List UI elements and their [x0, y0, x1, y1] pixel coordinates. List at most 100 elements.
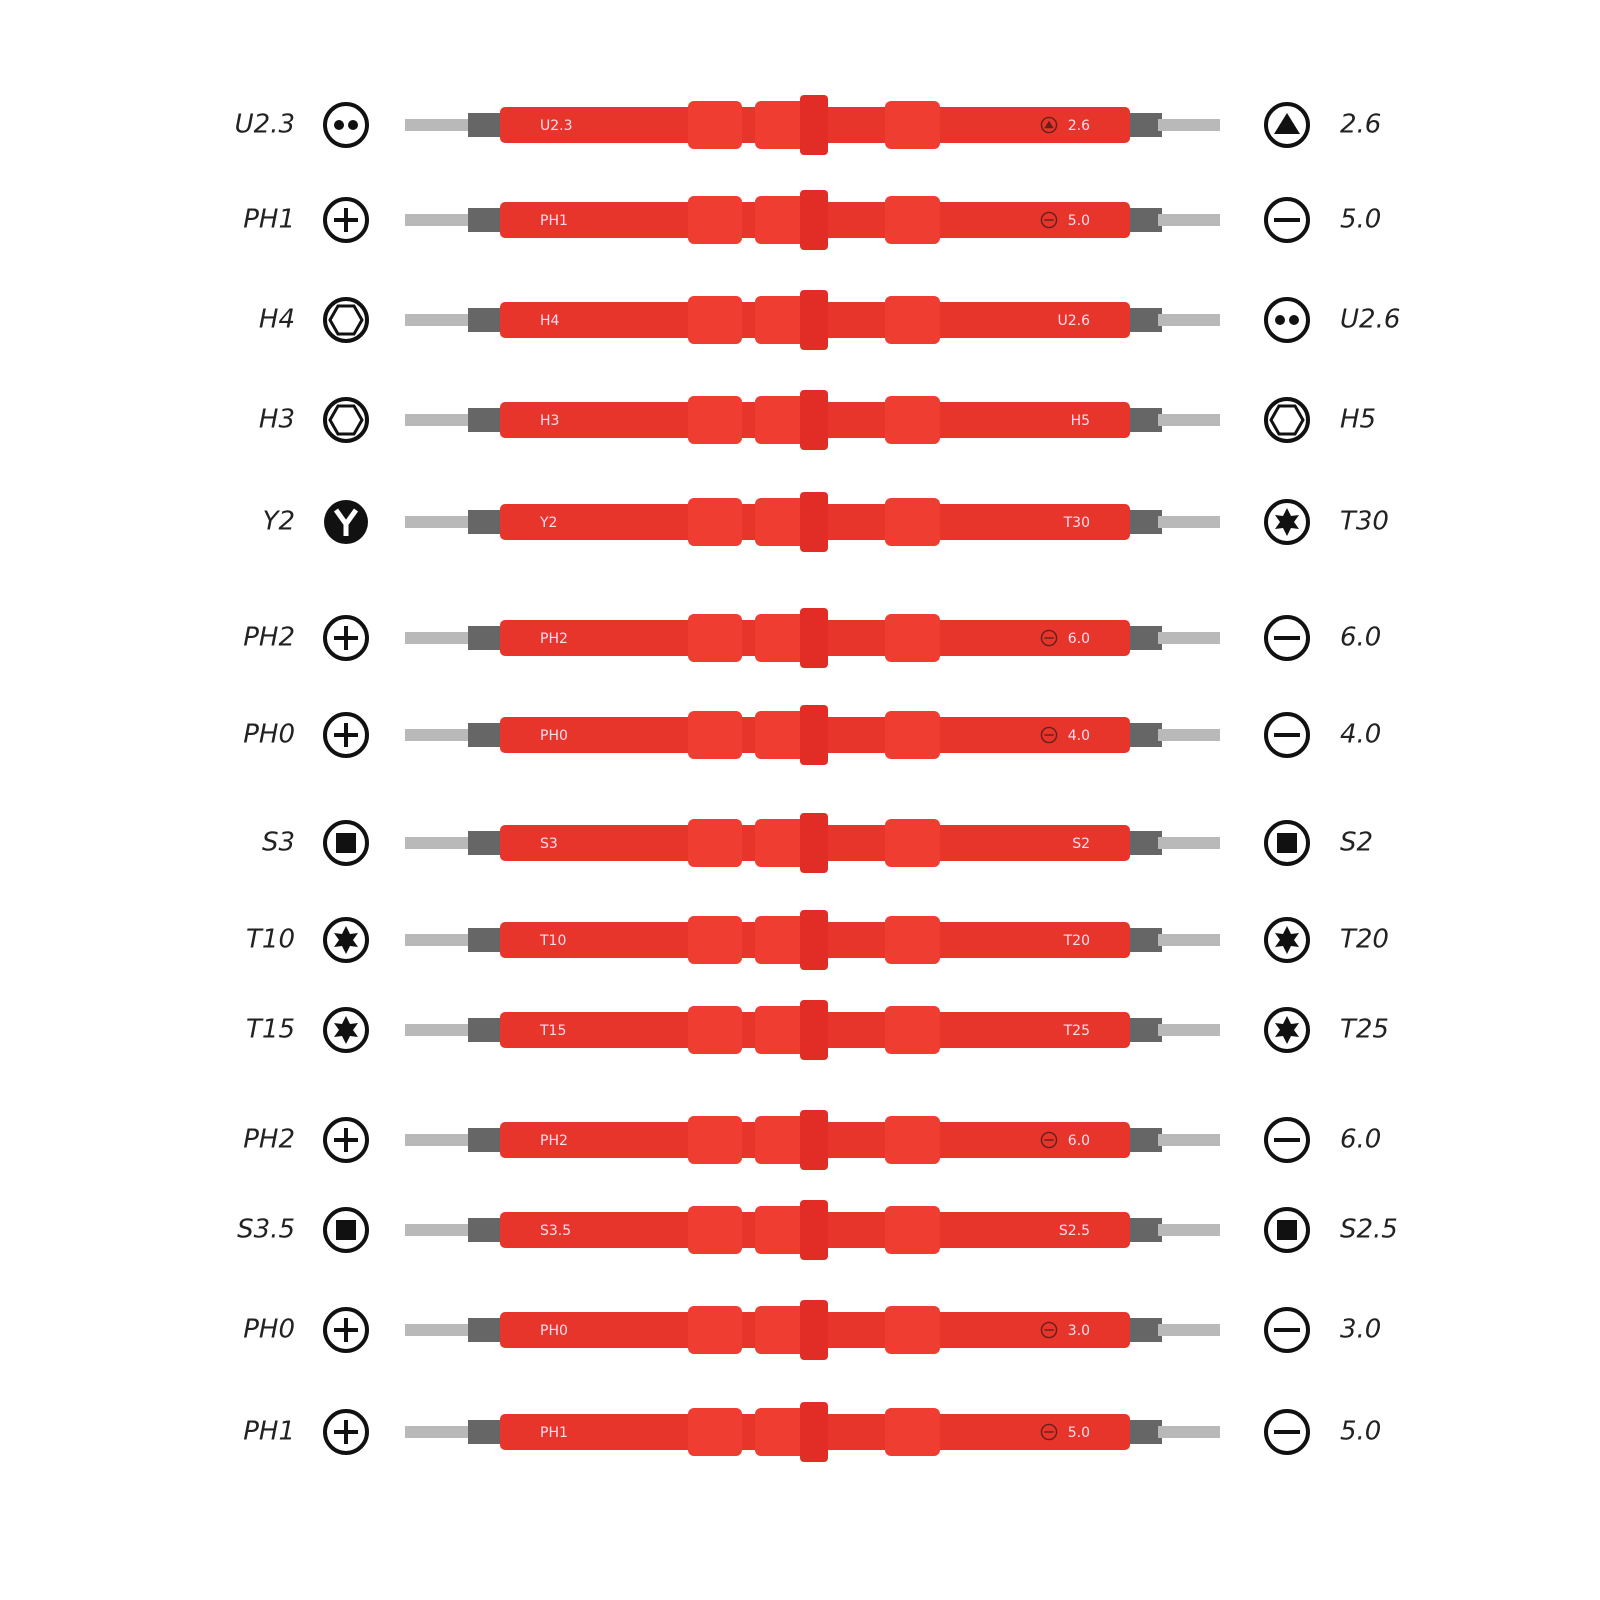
bit-right-text: T30 [1063, 515, 1090, 531]
bit-collar [688, 614, 742, 662]
bit-collar [885, 1116, 940, 1164]
right-icon [1264, 1007, 1310, 1053]
bit-row: PH1 PH1 5.0 5.0 [243, 190, 1381, 250]
left-label: S3.5 [237, 1215, 295, 1245]
bit-row: PH0 PH0 4.0 4.0 [243, 705, 1381, 765]
right-tip [1158, 729, 1220, 741]
left-icon [323, 297, 369, 343]
left-label: T15 [246, 1015, 295, 1045]
right-icon [1264, 615, 1310, 661]
bit-collar [885, 296, 940, 344]
bit-left-text: PH0 [540, 728, 568, 744]
left-label: Y2 [263, 507, 295, 537]
left-tip [405, 314, 475, 326]
left-label: PH1 [243, 1417, 295, 1447]
left-icon [323, 1007, 369, 1053]
bit: U2.3 2.6 [405, 95, 1220, 155]
bit-row: T10 T10 T20 T20 [246, 910, 1389, 970]
bit: S3 S2 [405, 813, 1220, 873]
bit-left-text: Y2 [539, 515, 557, 531]
right-tip [1158, 632, 1220, 644]
right-label: 5.0 [1340, 205, 1381, 235]
bit-collar [688, 1006, 742, 1054]
bit-left-text: PH2 [540, 631, 568, 647]
right-label: T30 [1340, 507, 1389, 537]
right-icon [1264, 297, 1310, 343]
bit-row: U2.3 U2.3 2.6 2.6 [235, 95, 1381, 155]
left-label: PH0 [243, 1315, 295, 1345]
right-tip [1158, 314, 1220, 326]
bit-row: PH1 PH1 5.0 5.0 [243, 1402, 1381, 1462]
bit-row: H3 H3 H5 H5 [259, 390, 1376, 450]
bit-right-text: T20 [1063, 933, 1090, 949]
bit: PH2 6.0 [405, 1110, 1220, 1170]
bit-center [800, 1402, 828, 1462]
bit-center [800, 813, 828, 873]
right-tip [1158, 214, 1220, 226]
bit-center [800, 290, 828, 350]
bit-right-text: 6.0 [1068, 631, 1090, 647]
left-tip [405, 729, 475, 741]
bit-center [800, 95, 828, 155]
bit-left-text: PH1 [540, 213, 568, 229]
bit-center [800, 190, 828, 250]
bit-collar [688, 498, 742, 546]
bit-collar [688, 1206, 742, 1254]
right-icon [1264, 1307, 1310, 1353]
left-tip [405, 1024, 475, 1036]
bit-center [800, 910, 828, 970]
bit-collar [885, 196, 940, 244]
left-icon [323, 1117, 369, 1163]
right-icon [1264, 712, 1310, 758]
bit-left-text: H4 [540, 313, 560, 329]
bit-left-text: H3 [540, 413, 559, 429]
bit-collar [688, 196, 742, 244]
bit-right-text: U2.6 [1057, 313, 1090, 329]
bit-center [800, 1200, 828, 1260]
bit-collar [885, 819, 940, 867]
left-label: T10 [246, 925, 295, 955]
bit: S3.5 S2.5 [405, 1200, 1220, 1260]
right-tip [1158, 414, 1220, 426]
bit-collar [885, 396, 940, 444]
bit-collar [688, 1408, 742, 1456]
bit-row: Y2 Y2 T30 T30 [263, 492, 1389, 552]
right-label: 5.0 [1340, 1417, 1381, 1447]
bit-row: S3.5 S3.5 S2.5 S2.5 [237, 1200, 1398, 1260]
right-label: S2 [1340, 828, 1373, 858]
bit-collar [885, 711, 940, 759]
left-tip [405, 214, 475, 226]
bit-row: PH0 PH0 3.0 3.0 [243, 1300, 1381, 1360]
bit-right-text: 5.0 [1068, 1425, 1090, 1441]
right-tip [1158, 1324, 1220, 1336]
left-tip [405, 1324, 475, 1336]
bit: PH2 6.0 [405, 608, 1220, 668]
bit-right-text: 6.0 [1068, 1133, 1090, 1149]
bit-right-text: 5.0 [1068, 213, 1090, 229]
bit-collar [688, 711, 742, 759]
bit-left-text: PH0 [540, 1323, 568, 1339]
bit: H3 H5 [405, 390, 1220, 450]
left-tip [405, 934, 475, 946]
bit: PH0 3.0 [405, 1300, 1220, 1360]
left-tip [405, 632, 475, 644]
bit-row: S3 S3 S2 S2 [262, 813, 1373, 873]
right-tip [1158, 1134, 1220, 1146]
bit-center [800, 608, 828, 668]
left-tip [405, 1426, 475, 1438]
right-label: H5 [1340, 405, 1376, 435]
bit-center [800, 390, 828, 450]
left-label: PH2 [243, 1125, 295, 1155]
right-tip [1158, 119, 1220, 131]
bit-left-text: PH1 [540, 1425, 568, 1441]
left-label: PH2 [243, 623, 295, 653]
bit: PH1 5.0 [405, 1402, 1220, 1462]
right-tip [1158, 934, 1220, 946]
bit-collar [688, 396, 742, 444]
left-label: U2.3 [235, 110, 295, 140]
bit: T15 T25 [405, 1000, 1220, 1060]
bit-collar [885, 614, 940, 662]
bit-left-text: S3 [540, 836, 558, 852]
bit: Y2 T30 [405, 492, 1220, 552]
bit-left-text: S3.5 [540, 1223, 571, 1239]
